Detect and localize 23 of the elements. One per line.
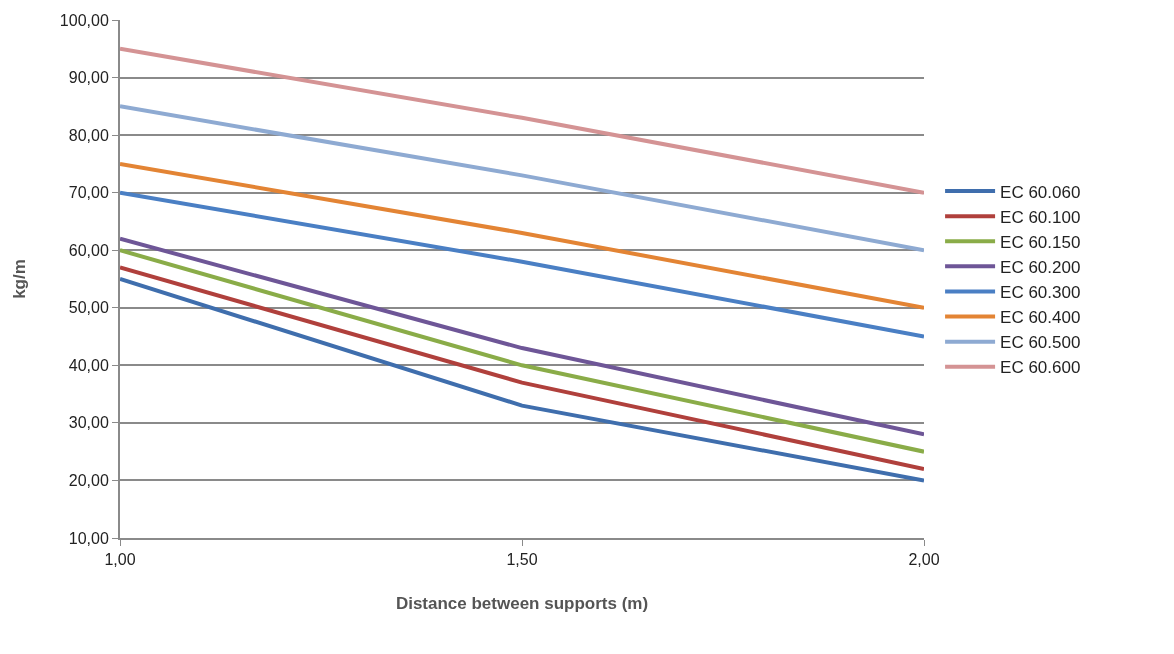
y-tick-label: 70,00	[68, 184, 109, 202]
x-tick-label: 1,50	[506, 551, 538, 569]
legend-label: EC 60.200	[1000, 257, 1081, 277]
legend-label: EC 60.150	[1000, 232, 1081, 252]
legend-label: EC 60.300	[1000, 283, 1081, 303]
legend-label: EC 60.060	[1000, 182, 1081, 202]
y-tick-label: 80,00	[68, 126, 109, 144]
x-tick-label: 2,00	[908, 551, 940, 569]
y-axis-title: kg/m	[9, 259, 29, 299]
y-tick-label: 100,00	[59, 11, 109, 29]
x-axis-title: Distance between supports (m)	[395, 594, 649, 614]
y-tick-label: 10,00	[68, 529, 109, 547]
x-tick-label: 1,00	[104, 551, 136, 569]
legend-label: EC 60.500	[1000, 333, 1081, 353]
y-tick-label: 30,00	[68, 414, 109, 432]
y-tick-label: 40,00	[68, 356, 109, 374]
y-tick-label: 90,00	[68, 69, 109, 87]
legend-label: EC 60.100	[1000, 207, 1081, 227]
legend-label: EC 60.400	[1000, 308, 1081, 328]
y-tick-label: 60,00	[68, 241, 109, 259]
y-tick-label: 50,00	[68, 299, 109, 317]
y-tick-label: 20,00	[68, 472, 109, 490]
legend-label: EC 60.600	[1000, 358, 1081, 378]
